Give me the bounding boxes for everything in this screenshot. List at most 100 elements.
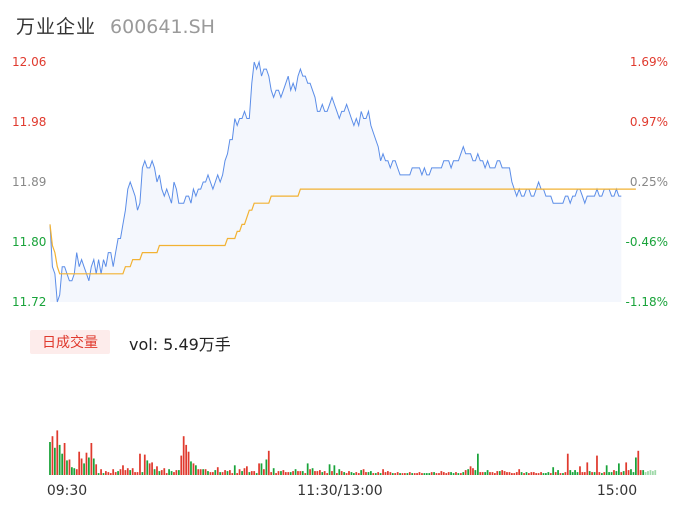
volume-bar bbox=[464, 470, 467, 475]
percent-tick-label: 1.69% bbox=[630, 55, 668, 69]
volume-bar bbox=[384, 472, 387, 475]
volume-bar bbox=[442, 472, 445, 475]
volume-bar bbox=[182, 436, 185, 475]
volume-bar bbox=[481, 472, 484, 475]
volume-bar bbox=[508, 472, 511, 475]
y-tick-label: 11.98 bbox=[12, 115, 46, 129]
volume-bar bbox=[489, 472, 491, 475]
percent-tick-label: 0.97% bbox=[630, 115, 668, 129]
volume-bar bbox=[605, 465, 608, 475]
volume-bar bbox=[579, 466, 581, 475]
volume-bar bbox=[61, 453, 64, 475]
volume-bar bbox=[484, 472, 487, 475]
volume-bar bbox=[630, 469, 632, 475]
volume-bar bbox=[63, 443, 66, 475]
volume-bar bbox=[416, 473, 418, 475]
volume-bar bbox=[496, 471, 499, 475]
volume-bar bbox=[209, 472, 212, 475]
volume-bar bbox=[404, 473, 406, 475]
volume-bar bbox=[333, 465, 336, 475]
percent-tick-label: 0.25% bbox=[630, 175, 668, 189]
volume-bar bbox=[593, 472, 596, 475]
volume-bar bbox=[552, 467, 555, 475]
volume-bar bbox=[440, 471, 443, 475]
volume-bar bbox=[391, 473, 394, 475]
volume-bar bbox=[411, 473, 414, 475]
y-axis-percent-labels: 1.69% 0.97% 0.25% -0.46% -1.18% bbox=[626, 55, 668, 309]
volume-bar bbox=[331, 471, 333, 475]
volume-bar bbox=[637, 450, 640, 476]
volume-bar bbox=[309, 469, 311, 475]
volume-bar bbox=[394, 473, 397, 475]
volume-bar bbox=[282, 470, 285, 475]
volume-bar bbox=[365, 472, 367, 475]
volume-bar bbox=[618, 463, 620, 475]
volume-bar bbox=[433, 472, 435, 475]
x-tick-label: 15:00 bbox=[597, 483, 637, 499]
volume-bar bbox=[267, 450, 270, 476]
volume-bar bbox=[355, 472, 358, 475]
volume-bar bbox=[131, 468, 134, 475]
volume-bar bbox=[654, 470, 657, 475]
volume-bar bbox=[270, 472, 273, 475]
volume-bar bbox=[603, 472, 606, 475]
price-area-fill bbox=[50, 62, 622, 302]
volume-bar bbox=[151, 462, 153, 475]
volume-bar bbox=[253, 471, 256, 475]
volume-bar bbox=[421, 473, 423, 475]
volume-bar bbox=[513, 473, 516, 475]
volume-bar bbox=[542, 473, 545, 475]
volume-bar bbox=[272, 468, 275, 475]
volume-bar bbox=[486, 470, 489, 475]
volume-bar bbox=[428, 473, 431, 475]
volume-bar bbox=[297, 471, 299, 475]
volume-bar bbox=[139, 453, 141, 475]
volume-bar bbox=[316, 471, 319, 475]
volume-bar bbox=[455, 472, 457, 475]
volume-bar bbox=[387, 471, 389, 475]
volume-bar bbox=[571, 472, 574, 475]
volume-bar bbox=[241, 471, 243, 475]
volume-bar bbox=[90, 443, 93, 475]
volume-bar bbox=[78, 451, 81, 475]
volume-bar bbox=[406, 473, 409, 475]
volume-bar bbox=[92, 458, 95, 475]
volume-bar bbox=[258, 463, 260, 475]
volume-bar bbox=[372, 473, 375, 475]
volume-bar bbox=[226, 471, 229, 475]
volume-bar bbox=[284, 472, 287, 475]
volume-badge[interactable]: 日成交量 bbox=[30, 330, 110, 354]
volume-bar bbox=[622, 471, 625, 475]
price-line bbox=[49, 60, 622, 303]
volume-bar bbox=[163, 468, 166, 475]
volume-bar bbox=[559, 473, 562, 475]
volume-bar bbox=[292, 471, 294, 475]
volume-bar bbox=[114, 472, 117, 475]
x-axis-labels: 09:30 11:30/13:00 15:00 bbox=[47, 483, 637, 499]
volume-bar bbox=[370, 471, 372, 475]
volume-bar bbox=[136, 472, 139, 475]
volume-bar bbox=[214, 470, 217, 475]
volume-bar bbox=[336, 473, 338, 475]
volume-bar bbox=[294, 469, 297, 475]
volume-bar bbox=[85, 452, 88, 475]
volume-bar bbox=[199, 469, 202, 475]
volume-bar bbox=[219, 472, 222, 475]
volume-bar bbox=[190, 461, 192, 475]
volume-bar bbox=[160, 470, 163, 475]
stock-name: 万业企业 bbox=[16, 16, 97, 38]
volume-bar bbox=[321, 472, 324, 475]
volume-bar bbox=[540, 472, 542, 475]
volume-bar bbox=[610, 472, 613, 475]
volume-bar bbox=[204, 469, 207, 475]
volume-bar bbox=[250, 471, 253, 475]
volume-bar bbox=[146, 460, 149, 475]
volume-bar bbox=[525, 472, 528, 475]
stock-code: 600641.SH bbox=[110, 16, 215, 38]
volume-bar bbox=[506, 472, 508, 475]
volume-bar bbox=[280, 471, 282, 475]
volume-bar bbox=[49, 442, 51, 475]
volume-bar bbox=[88, 457, 90, 475]
volume-bar bbox=[197, 469, 200, 475]
volume-bar bbox=[97, 473, 100, 475]
